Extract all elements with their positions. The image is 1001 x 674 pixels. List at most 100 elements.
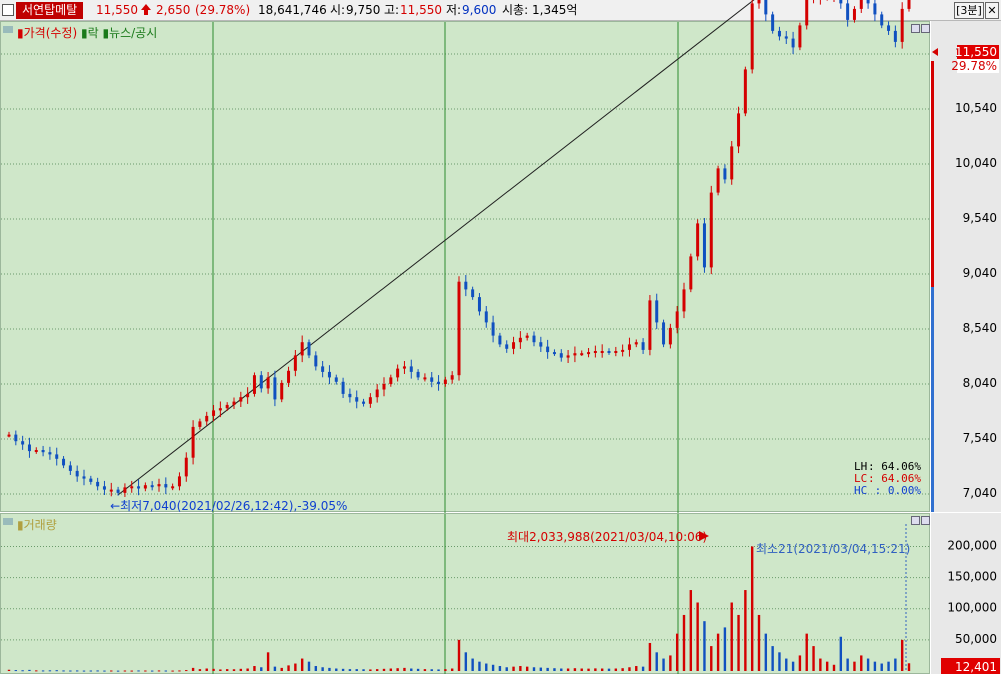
volume-bar	[866, 658, 870, 671]
price-candle	[96, 481, 100, 487]
price-candle	[573, 353, 577, 356]
volume-bar	[485, 663, 488, 671]
volume-bar	[28, 669, 31, 671]
volume-bar	[178, 670, 181, 672]
price-candle	[123, 487, 127, 493]
maximize-icon[interactable]	[921, 24, 930, 33]
price-candle	[750, 3, 754, 70]
volume-bar	[69, 670, 72, 672]
price-candle	[102, 486, 106, 490]
price-candle	[450, 375, 454, 380]
price-candle	[293, 355, 297, 371]
price-candle	[443, 379, 447, 384]
interval-button[interactable]: [3분]	[954, 2, 984, 19]
volume-bar	[471, 658, 474, 671]
price-chart-panel[interactable]: 최고11,550(2021/03/04,10:06),0.00%←최저7,040…	[0, 0, 931, 513]
panel-menu-icon[interactable]	[3, 518, 13, 525]
price-candle	[300, 342, 304, 356]
volume-bar	[335, 668, 338, 671]
volume-bar	[341, 668, 345, 671]
price-candle	[532, 335, 536, 343]
volume-bar	[894, 658, 897, 671]
price-candle	[164, 484, 168, 488]
volume-bar	[464, 652, 468, 671]
volume-bar	[116, 670, 120, 672]
price-candle	[689, 256, 693, 290]
price-candle	[634, 342, 638, 345]
volume-bar	[35, 670, 38, 672]
price-tick-label: 7,540	[963, 431, 997, 445]
price-candle	[157, 484, 161, 487]
volume-bar	[300, 658, 304, 671]
price-candle	[430, 377, 434, 382]
price-candle	[730, 146, 734, 180]
volume-bar	[375, 669, 379, 671]
arrow-up-icon	[140, 3, 152, 18]
price-tick-label: 9,040	[963, 266, 997, 280]
price-candle	[893, 30, 897, 42]
price-candle	[368, 397, 372, 404]
volume-bar	[716, 633, 720, 671]
price-candle	[600, 351, 604, 353]
price-candle	[143, 485, 147, 489]
volume-bar	[450, 668, 454, 671]
price-candle	[805, 0, 809, 26]
maximize-icon[interactable]	[921, 516, 930, 525]
volume-bar	[369, 669, 372, 671]
price-candle	[205, 415, 209, 422]
volume-bar	[498, 666, 502, 671]
price-candle	[409, 366, 413, 372]
volume-chart-panel[interactable]: 최대2,033,988(2021/03/04,10:06) 최소21(2021/0…	[0, 513, 931, 674]
volume-axis: 200,000 150,000 100,000 50,000 12,401	[931, 513, 1001, 674]
price-candle	[737, 113, 741, 147]
price-candle	[232, 401, 236, 405]
price-candle	[880, 14, 884, 26]
price-candle	[389, 377, 393, 384]
stock-name-badge[interactable]: 서연탑메탈	[16, 2, 84, 19]
price-candle	[225, 404, 229, 409]
price-change: 2,650	[156, 3, 191, 17]
close-icon[interactable]: ✕	[985, 2, 999, 19]
price-axis-svg: 11,04010,54010,0409,5409,0408,5408,0407,…	[931, 45, 999, 512]
volume-bar	[478, 661, 481, 671]
volume-bar	[403, 667, 406, 671]
volume-bar	[757, 614, 761, 671]
price-candle	[873, 3, 877, 15]
price-tick-label: 7,040	[963, 486, 997, 500]
min-volume-annotation: 최소21(2021/03/04,15:21)	[756, 542, 910, 556]
price-candle	[743, 69, 747, 114]
price-candle	[116, 489, 120, 493]
max-volume-annotation: 최대2,033,988(2021/03/04,10:06)	[507, 530, 707, 544]
select-checkbox[interactable]	[2, 4, 14, 16]
volume-bar	[96, 670, 99, 672]
price-candle	[757, 0, 761, 4]
volume-bar	[675, 633, 679, 671]
price-candle	[184, 457, 188, 477]
panel-menu-icon[interactable]	[3, 26, 13, 33]
price-candle	[607, 351, 611, 353]
minimize-icon[interactable]	[911, 24, 920, 33]
volume-bar	[900, 639, 904, 671]
price-tick-label: 9,540	[963, 211, 997, 225]
price-candle	[846, 3, 850, 20]
volume-bar	[260, 667, 263, 671]
legend-price: 가격(수정)	[23, 26, 78, 40]
volume-bar	[682, 614, 686, 671]
volume-bar	[805, 633, 808, 671]
volume-bar	[266, 652, 270, 671]
volume-bar	[198, 669, 202, 671]
volume-bar	[907, 663, 911, 671]
price-candle	[498, 335, 502, 345]
volume-bar	[382, 668, 386, 671]
stat-label: LC	[854, 472, 867, 485]
volume-bar	[744, 590, 747, 671]
price-candle	[259, 375, 263, 389]
price-candle	[171, 486, 175, 489]
volume-bar	[812, 646, 815, 671]
price-candle	[341, 381, 345, 394]
stat-label: LH	[854, 460, 867, 473]
stat-value: : 0.00%	[875, 484, 922, 497]
minimize-icon[interactable]	[911, 516, 920, 525]
axis-lower-band	[931, 287, 934, 512]
price-candle	[348, 393, 352, 398]
